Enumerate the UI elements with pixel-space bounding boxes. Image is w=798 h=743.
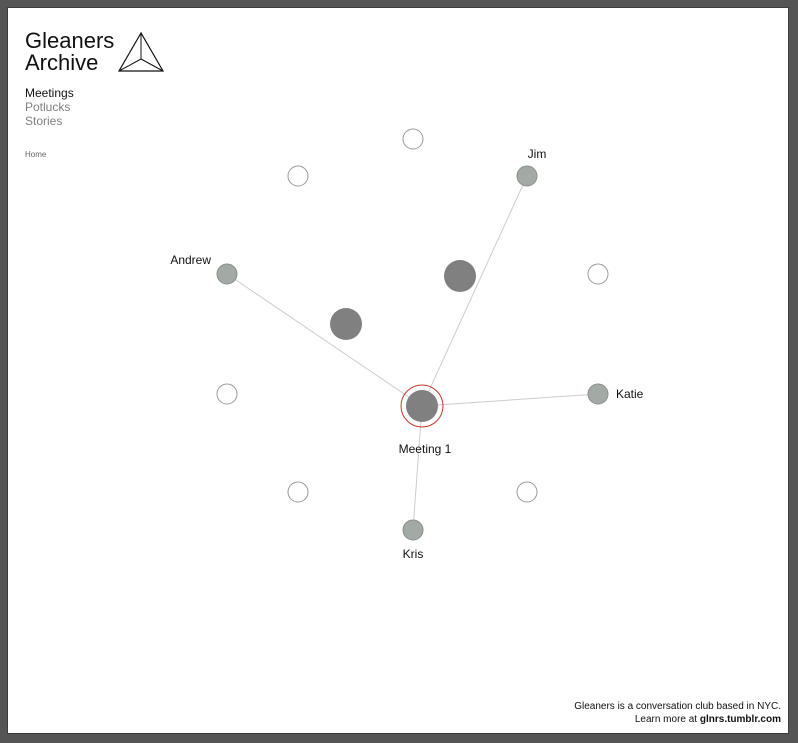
empty-slot-node[interactable] (587, 263, 609, 285)
edge-andrew (226, 273, 423, 407)
nav-meetings[interactable]: Meetings (25, 86, 74, 100)
person-node-jim[interactable] (516, 165, 538, 187)
meeting-graph: Meeting 1 Jim Andrew Katie Kris (170, 128, 644, 561)
footer-tagline: Gleaners is a conversation club based in… (574, 701, 781, 712)
page: Gleaners Archive Meetings Potlucks Stori… (7, 7, 789, 734)
brand-title-line2: Archive (25, 50, 99, 75)
topic-node[interactable] (330, 308, 362, 340)
meeting-node-label: Meeting 1 (399, 442, 452, 456)
person-label-jim: Jim (528, 147, 547, 161)
edge-kris (412, 405, 423, 531)
home-link[interactable]: Home (25, 150, 47, 159)
meeting-node-ring (400, 384, 444, 428)
person-node-katie[interactable] (587, 383, 609, 405)
person-label-andrew: Andrew (170, 253, 211, 267)
empty-slot-node[interactable] (216, 383, 238, 405)
footer: Gleaners is a conversation club based in… (574, 700, 781, 726)
person-node-andrew[interactable] (216, 263, 238, 285)
empty-slot-node[interactable] (402, 128, 424, 150)
main-nav: Meetings Potlucks Stories (25, 86, 74, 128)
empty-slot-node[interactable] (287, 165, 309, 187)
meeting-node[interactable] (406, 390, 438, 422)
edge-katie (421, 393, 599, 407)
footer-learn-more: Learn more at glnrs.tumblr.com (574, 713, 781, 726)
empty-slot-node[interactable] (287, 481, 309, 503)
nav-stories[interactable]: Stories (25, 114, 63, 128)
footer-learn-more-prefix: Learn more at (634, 714, 700, 725)
person-label-katie: Katie (616, 387, 644, 401)
person-node-kris[interactable] (402, 519, 424, 541)
empty-slot-node[interactable] (516, 481, 538, 503)
nav-potlucks[interactable]: Potlucks (25, 100, 71, 114)
brand-title-line1: Gleaners (25, 28, 115, 53)
brand-title[interactable]: Gleaners Archive (25, 30, 114, 74)
footer-tumblr-link[interactable]: glnrs.tumblr.com (699, 714, 781, 725)
edge-jim (421, 175, 528, 407)
topic-node[interactable] (444, 260, 476, 292)
triangle-logo-icon[interactable] (117, 31, 165, 75)
person-label-kris: Kris (403, 547, 424, 561)
